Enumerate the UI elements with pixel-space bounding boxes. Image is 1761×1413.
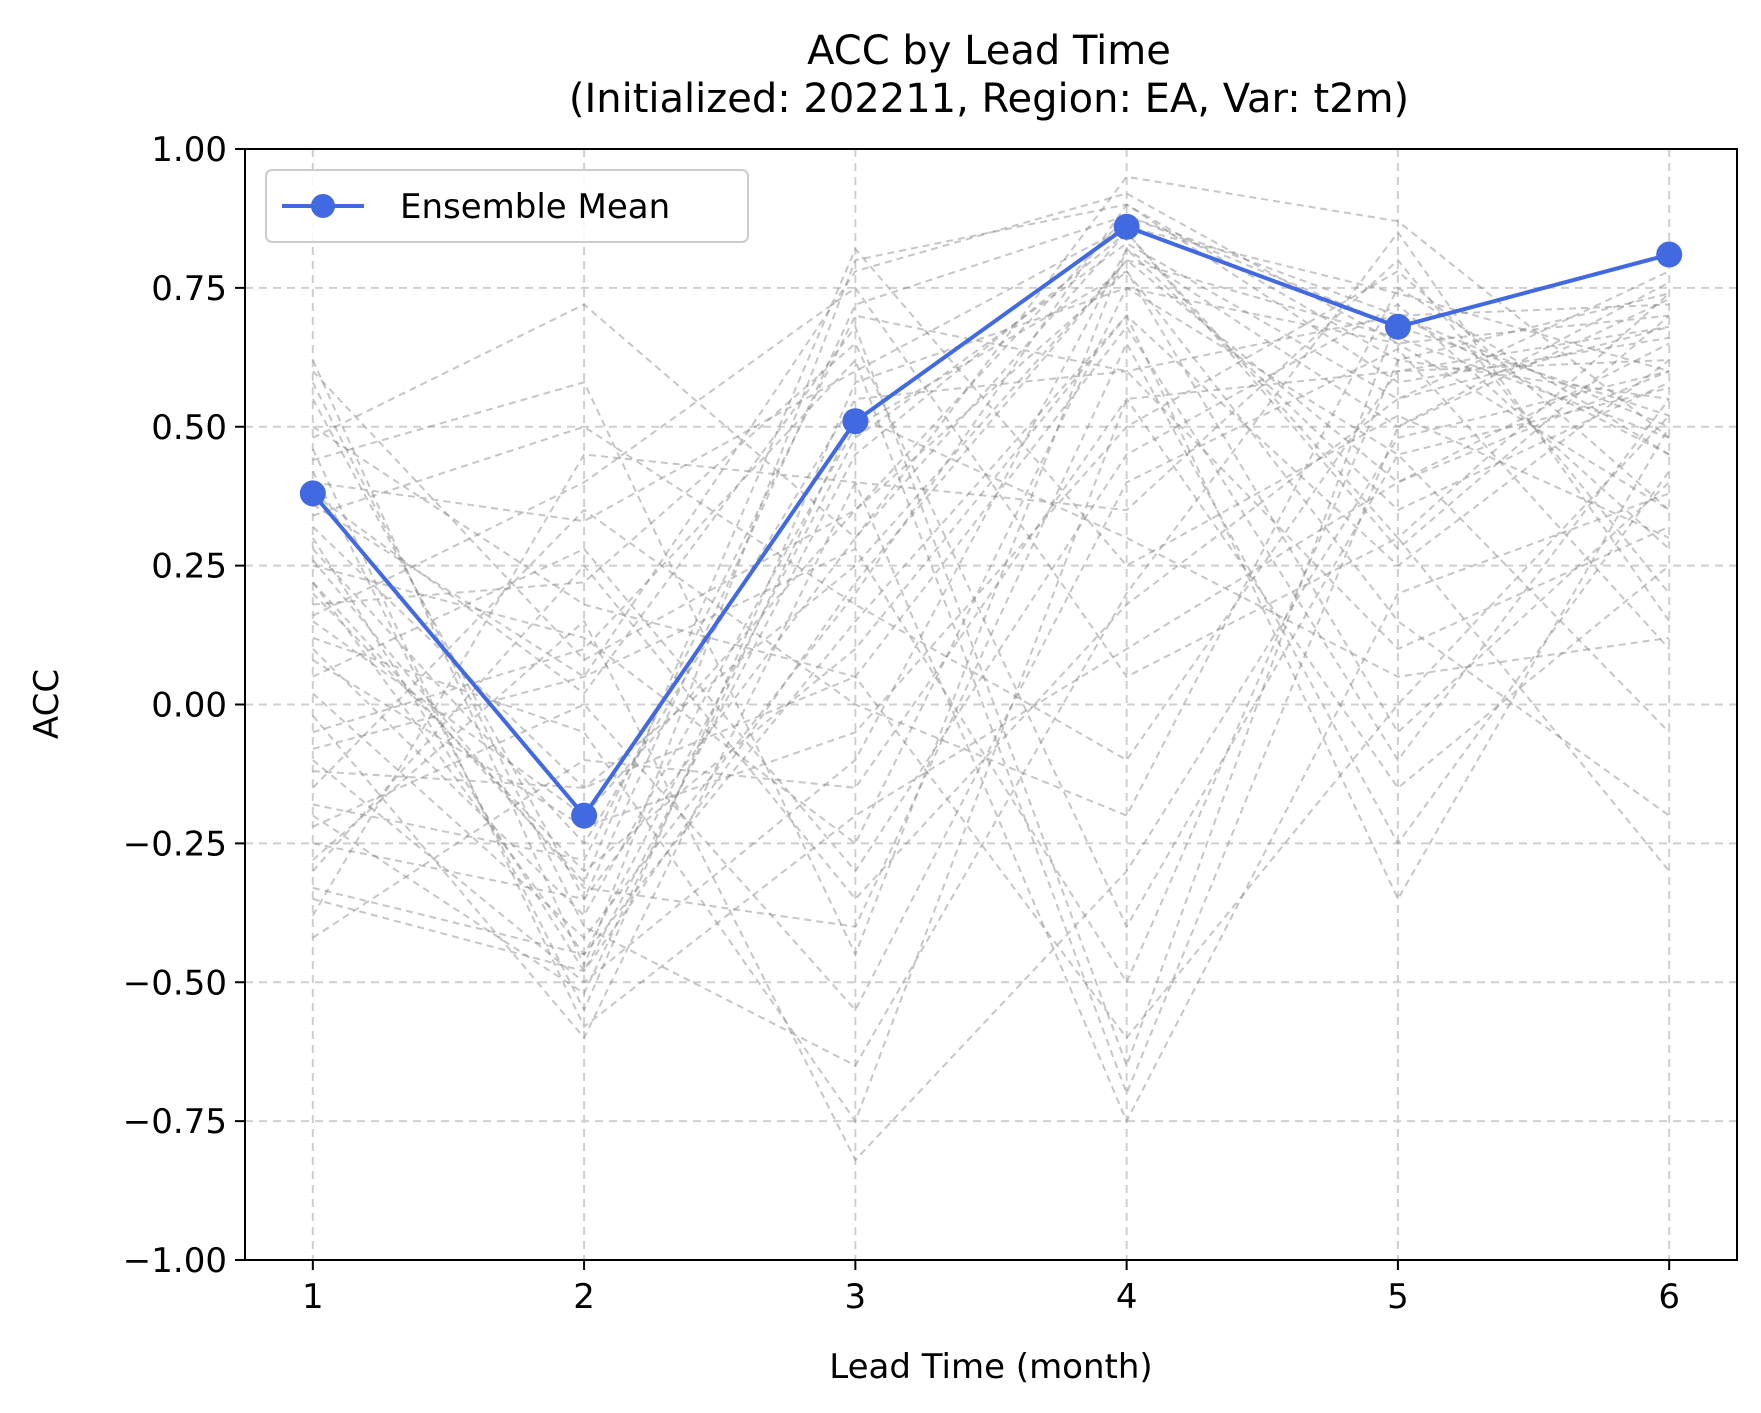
y-tick-label-4: 0.00 [151,686,227,726]
member-line-38 [312,414,1670,995]
x-tick-label-4: 4 [1116,1277,1138,1317]
member-line-3 [312,175,1670,540]
member-line-33 [312,359,1670,762]
member-line-36 [312,269,1670,828]
legend-label-ensemble-mean: Ensemble Mean [400,187,670,227]
y-tick-label-6: −0.50 [123,963,227,1003]
member-line-27 [312,313,1671,956]
member-line-32 [311,286,1670,1013]
member-line-11 [312,242,1670,957]
ensemble-mean-series [299,213,1683,829]
member-line-15 [312,325,1670,1124]
member-line-20 [312,298,1670,1097]
y-axis-ticks: 1.00 0.75 0.50 0.25 0.00 −0.25 −0.50 −0.75 −1.00 [123,130,245,1281]
chart-subtitle: (Initialized: 202211, Region: EA, Var: t… [569,76,1409,122]
member-line-4 [312,247,1670,958]
ensemble-mean-point-3 [842,408,869,435]
member-line-23 [312,314,1670,862]
member-line-7 [312,258,1670,790]
member-line-10 [312,286,1670,845]
x-tick-label-2: 2 [573,1277,595,1317]
member-line-42 [312,314,1670,1069]
y-tick-label-3: 0.25 [151,547,227,587]
member-line-6 [312,192,1670,679]
member-line-43 [312,325,1670,789]
member-line-16 [312,269,1670,918]
y-axis-label: ACC [27,669,67,739]
legend-box [265,169,749,243]
member-line-41 [311,370,1670,1029]
member-line-17 [312,303,1670,873]
member-line-40 [312,269,1670,817]
ensemble-mean-point-4 [1113,213,1140,240]
member-line-12 [312,314,1670,873]
member-line-37 [312,292,1670,985]
member-line-5 [312,225,1670,523]
member-line-44 [312,247,1670,885]
member-line-9 [312,314,1670,846]
member-line-24 [312,347,1670,1012]
member-line-21 [312,247,1670,984]
ensemble-mean-point-1 [299,480,326,507]
legend-marker-swatch [311,194,335,218]
y-tick-label-0: 1.00 [151,130,227,170]
x-tick-label-5: 5 [1387,1277,1409,1317]
member-line-25 [312,230,1670,901]
member-line-28 [311,453,1670,1124]
x-tick-label-6: 6 [1658,1277,1680,1317]
member-line-45 [312,258,1670,973]
y-tick-label-8: −1.00 [123,1241,227,1281]
member-line-29 [312,397,1670,939]
y-tick-label-7: −0.75 [123,1102,227,1142]
legend: Ensemble Mean [265,169,749,243]
member-line-26 [312,370,1670,1162]
ensemble-mean-point-6 [1656,241,1683,268]
x-tick-label-1: 1 [302,1277,324,1317]
ensemble-mean-point-5 [1384,313,1411,340]
ensemble-mean-line [311,224,1670,818]
member-line-30 [311,230,1671,1067]
member-line-1 [311,203,1670,969]
member-line-31 [312,414,1670,1040]
y-tick-label-1: 0.75 [151,269,227,309]
member-line-34 [312,341,1670,928]
member-line-8 [311,230,1670,974]
y-tick-label-5: −0.25 [123,824,227,864]
member-line-14 [312,214,1670,817]
member-line-39 [312,325,1670,901]
x-tick-label-3: 3 [845,1277,867,1317]
x-axis-ticks: 1 2 3 4 5 6 [302,1260,1680,1317]
chart-title: ACC by Lead Time [807,28,1171,74]
x-axis-label: Lead Time (month) [829,1347,1152,1387]
ensemble-mean-point-2 [571,802,598,829]
member-line-18 [312,203,1670,940]
y-tick-label-2: 0.50 [151,408,227,448]
